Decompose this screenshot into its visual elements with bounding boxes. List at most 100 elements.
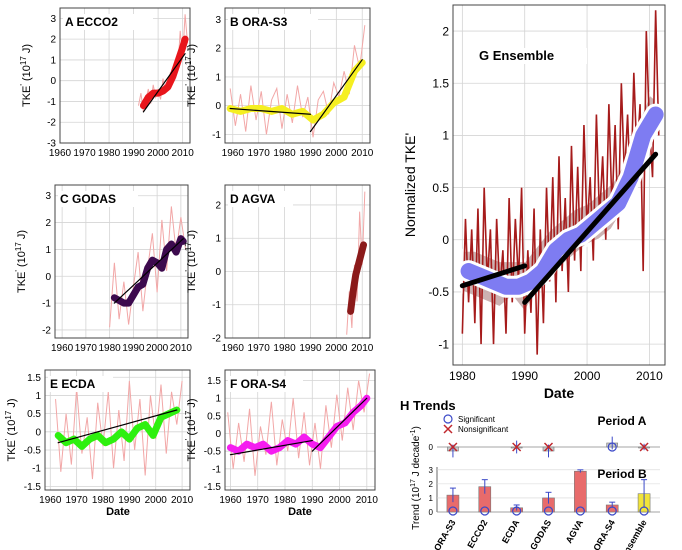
panel-f: 1960 1970 1980 1990 2000 2010 -1.5 -1 -0.5 0 0.5 1 1…	[184, 369, 379, 506]
y-axis-label: TKE' (1017 J)	[184, 398, 198, 461]
period-b-tick-label: 1	[429, 494, 434, 503]
y-tick-label: 1.5	[207, 376, 221, 387]
panel-frame	[59, 7, 191, 144]
period-b-tick-label: 3	[429, 466, 434, 475]
y-axis-label: TKE' (1017 J)	[184, 44, 198, 107]
panel-title: C GODAS	[60, 192, 116, 206]
raw-series-line	[227, 373, 371, 476]
x-tick-label: 1970	[73, 148, 96, 159]
x-tick-label: 1990	[301, 495, 324, 506]
y-tick-label: 3	[215, 15, 221, 26]
y-tick-label: -1	[438, 337, 449, 351]
panel-g: 1980 1990 2000 2010 -1 -0.5 0 0.5 1 1.5 2 G Ensembl…	[402, 4, 666, 401]
title-backdrop	[58, 191, 138, 207]
x-tick-label: 1970	[66, 495, 89, 506]
x-tick-label: 1990	[299, 148, 322, 159]
x-tick-label: 2010	[351, 148, 374, 159]
x-tick-label: 1990	[118, 495, 141, 506]
trend-line	[522, 151, 659, 305]
y-tick-label: -1.5	[204, 482, 222, 493]
title-backdrop	[48, 376, 113, 392]
period-b-bar	[574, 470, 587, 513]
category-label: GODAS	[528, 518, 553, 550]
plot-area	[346, 191, 368, 335]
y-tick-label: 2	[215, 200, 221, 211]
period-a-nonsignificant-marker	[448, 442, 458, 452]
x-tick-label: 2000	[147, 148, 170, 159]
category-label: ORA-S3	[432, 518, 458, 550]
trend-line	[142, 53, 186, 113]
y-tick-label: 1	[50, 55, 56, 66]
legend-x-marker	[443, 424, 453, 434]
x-tick-label: 2010	[170, 343, 193, 354]
x-tick-label: 1980	[92, 495, 115, 506]
y-tick-label: 1.5	[27, 373, 41, 384]
x-axis-label: Date	[544, 385, 575, 401]
plot-area	[137, 14, 189, 113]
x-tick-label: 1960	[219, 495, 242, 506]
y-tick-label: -1	[47, 97, 56, 108]
smooth-series-line	[54, 406, 181, 450]
y-tick-label: 1	[442, 129, 449, 143]
panel-title: D AGVA	[230, 192, 276, 206]
y-axis-label: TKE' (1017 J)	[184, 230, 198, 293]
period-b-significant-marker	[607, 506, 617, 516]
y-tick-label: 2	[442, 24, 449, 38]
y-tick-label: 1	[45, 245, 51, 256]
x-tick-label: 2010	[356, 495, 379, 506]
category-label: ORA-S4	[591, 518, 617, 550]
panel-title: F ORA-S4	[230, 377, 286, 391]
y-tick-label: -0.5	[428, 285, 449, 299]
panel-c: 1960 1970 1980 1990 2000 2010 -2 -1 0 1 2 3 C GODAS T…	[14, 184, 193, 354]
x-tick-label: 1970	[248, 148, 271, 159]
x-tick-label: 1970	[75, 343, 98, 354]
y-tick-label: 0	[50, 76, 56, 87]
trend-line	[459, 263, 528, 289]
y-tick-label: 0.5	[432, 181, 449, 195]
x-tick-label: 1960	[39, 495, 62, 506]
period-b-significant-marker	[512, 506, 522, 516]
panel-frame	[224, 369, 376, 491]
panel-d: 1960 1970 1980 1990 2000 2010 -2 -1 0 1 2 D AGVA TKE…	[184, 184, 374, 354]
trend-line	[309, 59, 363, 133]
smooth-series-line	[226, 394, 371, 455]
y-tick-label: -0.5	[204, 447, 222, 458]
y-axis-label: TKE' (1017 J)	[4, 398, 18, 461]
x-tick-label: 2010	[351, 343, 374, 354]
period-b-significant-marker	[480, 506, 490, 516]
x-tick-label: 1960	[222, 343, 245, 354]
y-axis-label: TKE' (1017 J)	[19, 44, 33, 107]
title-backdrop	[228, 14, 318, 30]
panel-e: 1960 1970 1980 1990 2000 2010 -1.5 -1 -0.5 0 0.5 1 1…	[4, 369, 194, 506]
x-tick-label: 2010	[172, 148, 195, 159]
category-label: AGVA	[564, 518, 586, 545]
grid	[55, 185, 188, 338]
panel-frame	[54, 184, 189, 339]
y-axis-label: Normalized TKE'	[402, 133, 418, 237]
y-tick-label: 1	[35, 391, 41, 402]
grid	[225, 185, 370, 339]
y-tick-label: 1	[215, 72, 221, 83]
y-tick-label: 3	[50, 14, 56, 25]
panel-title: G Ensemble	[479, 48, 554, 63]
y-tick-label: 1.5	[432, 76, 449, 90]
x-tick-label: 2000	[325, 343, 348, 354]
y-tick-label: 2	[50, 35, 56, 46]
y-tick-label: -1	[42, 299, 51, 310]
period-b-significant-marker	[448, 506, 458, 516]
period-a-significant-marker	[607, 442, 617, 452]
period-b-significant-marker	[575, 506, 585, 516]
y-tick-label: 3	[45, 191, 51, 202]
y-tick-label: -1	[212, 130, 221, 141]
period-b-significant-marker	[639, 506, 649, 516]
y-tick-label: -1.5	[24, 482, 42, 493]
title-backdrop	[63, 14, 153, 30]
category-label: ECCO2	[465, 518, 489, 550]
title-backdrop	[228, 191, 293, 207]
x-tick-label: 2000	[574, 369, 601, 383]
panel-a: 1960 1970 1980 1990 2000 2010 -3 -2 -1 0 1 2 3 A ECCO…	[19, 7, 195, 159]
panel-title: A ECCO2	[65, 15, 118, 29]
panel-title: E ECDA	[50, 377, 96, 391]
